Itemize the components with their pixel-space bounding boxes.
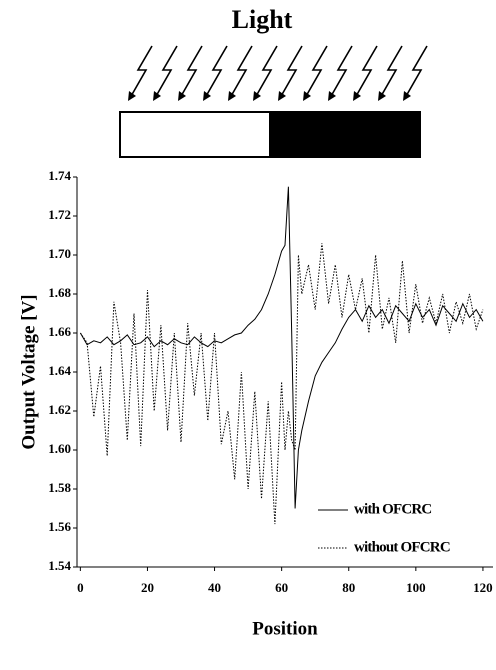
y-tick-label: 1.62: [48, 402, 71, 417]
x-tick-label: 60: [275, 580, 288, 595]
lightning-arrow: [154, 45, 178, 99]
y-tick-label: 1.74: [48, 168, 71, 183]
y-tick-label: 1.68: [48, 285, 71, 300]
y-tick-label: 1.70: [48, 246, 71, 261]
y-tick-label: 1.60: [48, 441, 71, 456]
lightning-arrow: [304, 45, 328, 99]
lightning-arrow: [354, 45, 378, 99]
y-tick-label: 1.72: [48, 207, 71, 222]
arrow-head: [128, 91, 136, 101]
series-line: [79, 243, 484, 525]
x-tick-label: 100: [406, 580, 426, 595]
legend-label: without OFCRC: [354, 539, 450, 555]
arrow-head: [278, 91, 286, 101]
x-axis-label: Position: [252, 618, 318, 639]
x-tick-label: 120: [473, 580, 493, 595]
arrow-head: [353, 91, 361, 101]
x-tick-label: 0: [77, 580, 84, 595]
chart-title: Light: [232, 5, 293, 34]
arrow-head: [178, 91, 186, 101]
y-axis-label: Output Voltage [V]: [18, 294, 39, 449]
white-region: [119, 111, 271, 158]
x-tick-label: 80: [342, 580, 355, 595]
arrow-head: [403, 91, 411, 101]
black-region: [269, 111, 421, 158]
lightning-arrow: [404, 45, 428, 99]
legend-label: with OFCRC: [354, 501, 431, 517]
lightning-arrow: [129, 45, 153, 99]
arrow-head: [203, 91, 211, 101]
arrow-head: [253, 91, 261, 101]
lightning-arrow: [179, 45, 203, 99]
series-line: [79, 186, 484, 509]
light-arrows: [128, 45, 428, 101]
y-tick-label: 1.54: [48, 558, 71, 573]
arrow-head: [378, 91, 386, 101]
y-tick-label: 1.58: [48, 480, 71, 495]
lightning-arrow: [329, 45, 353, 99]
y-tick-label: 1.66: [48, 324, 71, 339]
y-tick-label: 1.64: [48, 363, 71, 378]
arrow-head: [153, 91, 161, 101]
x-tick-label: 40: [208, 580, 221, 595]
x-tick-label: 20: [141, 580, 154, 595]
lightning-arrow: [379, 45, 403, 99]
lightning-arrow: [279, 45, 303, 99]
lightning-arrow: [229, 45, 253, 99]
arrow-head: [228, 91, 236, 101]
arrow-head: [328, 91, 336, 101]
y-tick-label: 1.56: [48, 519, 71, 534]
arrow-head: [303, 91, 311, 101]
lightning-arrow: [204, 45, 228, 99]
lightning-arrow: [254, 45, 278, 99]
